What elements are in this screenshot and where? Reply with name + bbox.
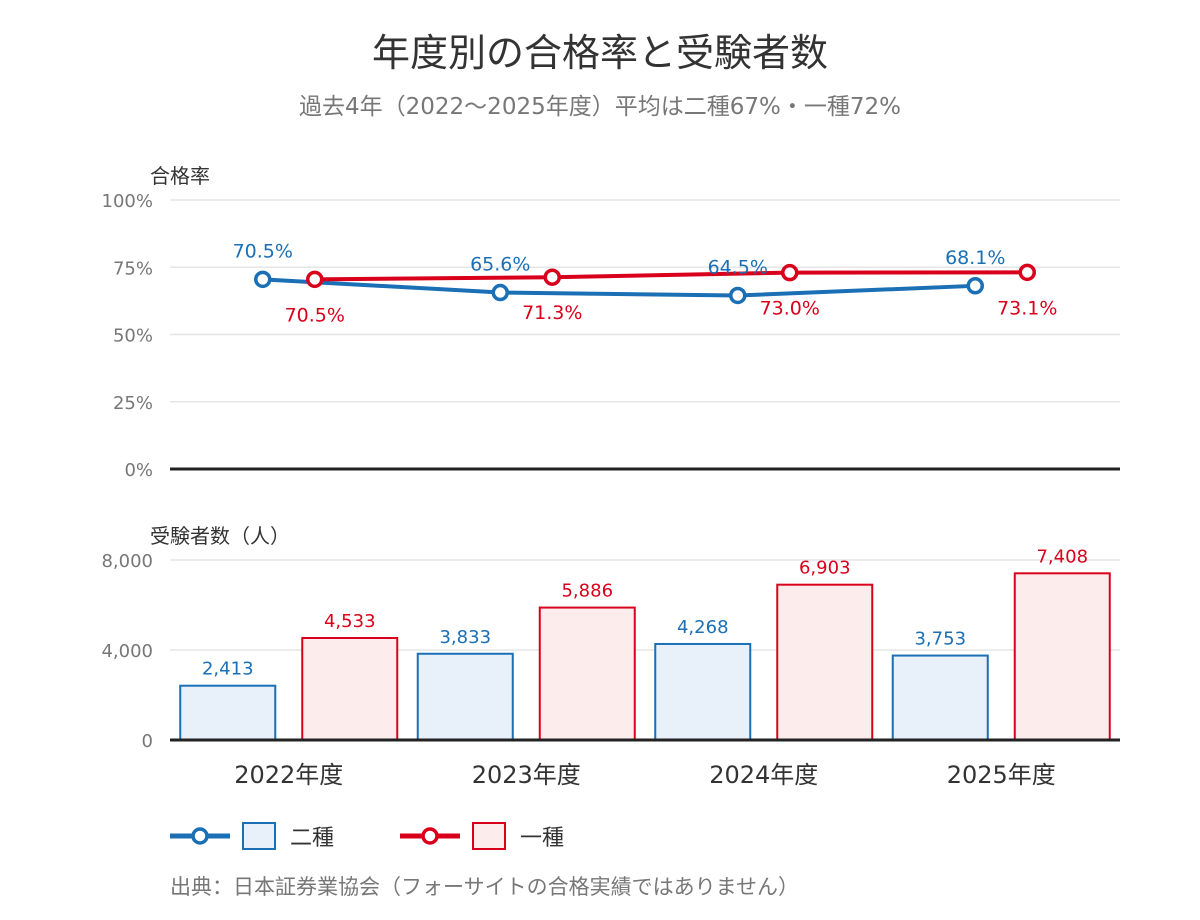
line-series-nishu xyxy=(262,277,976,298)
legend-marker-nishu xyxy=(191,827,209,845)
line-data-label-isshu: 73.0% xyxy=(760,298,820,320)
legend-swatch-isshu xyxy=(472,822,506,850)
line-point-nishu[interactable] xyxy=(966,277,984,295)
legend: 二種 一種 xyxy=(170,822,564,851)
line-data-label-isshu: 70.5% xyxy=(285,304,345,326)
legend-item-isshu[interactable]: 一種 xyxy=(400,822,564,851)
bar-chart-ytick-label: 8,000 xyxy=(101,551,153,572)
bar-data-label-nishu: 3,753 xyxy=(914,629,966,650)
bar-isshu[interactable] xyxy=(301,637,399,742)
line-chart-ytick-label: 25% xyxy=(113,393,153,414)
line-data-label-isshu: 73.1% xyxy=(997,297,1057,319)
line-data-label-isshu: 71.3% xyxy=(522,302,582,324)
line-chart-ytick-label: 75% xyxy=(113,258,153,279)
bar-data-label-nishu: 2,413 xyxy=(202,659,254,680)
line-point-isshu[interactable] xyxy=(1018,263,1036,282)
bar-data-label-isshu: 6,903 xyxy=(799,558,851,579)
line-point-nishu[interactable] xyxy=(729,286,747,305)
line-data-label-nishu: 70.5% xyxy=(233,240,293,262)
bar-chart-ytick-label: 0 xyxy=(142,731,153,752)
bar-data-label-isshu: 5,886 xyxy=(561,581,613,602)
line-chart-ytick-label: 100% xyxy=(102,191,153,212)
bar-data-label-nishu: 4,268 xyxy=(677,617,729,638)
bar-data-label-isshu: 4,533 xyxy=(324,611,376,632)
legend-marker-isshu xyxy=(421,827,439,845)
bar-isshu[interactable] xyxy=(776,583,874,741)
legend-label-nishu: 二種 xyxy=(290,826,334,851)
bar-nishu[interactable] xyxy=(416,652,514,742)
bar-isshu[interactable] xyxy=(1013,572,1111,741)
category-label: 2022年度 xyxy=(234,761,343,789)
legend-item-nishu[interactable]: 二種 xyxy=(170,822,334,851)
source-note: 出典：日本証券業協会（フォーサイトの合格実績ではありません） xyxy=(170,875,799,899)
line-chart-ytick-label: 50% xyxy=(113,326,153,347)
line-chart-ytick-label: 0% xyxy=(124,460,153,481)
line-data-label-nishu: 65.6% xyxy=(470,254,530,276)
bar-chart-ytick-label: 4,000 xyxy=(101,641,153,662)
line-data-label-nishu: 68.1% xyxy=(945,247,1005,269)
line-point-isshu[interactable] xyxy=(781,263,799,282)
line-chart-panel: 0% 25% 50% 75% 100% 70.5% 65.6% 64.5% 68.1% 70.5%… xyxy=(102,191,1120,481)
bar-nishu[interactable] xyxy=(654,642,752,741)
chart-subtitle: 過去4年（2022〜2025年度）平均は二種67%・一種72% xyxy=(299,94,901,120)
line-point-isshu[interactable] xyxy=(306,270,324,289)
line-point-isshu[interactable] xyxy=(543,268,561,286)
line-point-nishu[interactable] xyxy=(491,283,509,302)
bar-chart-panel: 0 4,000 8,000 2,413 3,833 4,268 3,753 4,533 5,88… xyxy=(101,546,1120,752)
bar-data-label-isshu: 7,408 xyxy=(1036,546,1088,567)
bar-nishu[interactable] xyxy=(179,684,277,742)
category-axis-labels: 2022年度 2023年度 2024年度 2025年度 xyxy=(234,761,1056,789)
category-label: 2023年度 xyxy=(472,761,581,789)
legend-swatch-nishu xyxy=(242,822,276,850)
bar-data-label-nishu: 3,833 xyxy=(439,627,491,648)
bar-isshu[interactable] xyxy=(538,606,636,741)
line-series-isshu xyxy=(314,270,1028,282)
bar-chart-ylabel: 受験者数（人） xyxy=(150,524,290,548)
chart-title: 年度別の合格率と受験者数 xyxy=(372,31,828,75)
category-label: 2024年度 xyxy=(709,761,818,789)
category-label: 2025年度 xyxy=(947,761,1056,789)
line-chart-ylabel: 合格率 xyxy=(150,164,210,188)
legend-label-isshu: 一種 xyxy=(520,826,564,851)
line-data-label-nishu: 64.5% xyxy=(708,256,768,278)
bar-nishu[interactable] xyxy=(891,654,989,741)
line-point-nishu[interactable] xyxy=(254,270,272,289)
